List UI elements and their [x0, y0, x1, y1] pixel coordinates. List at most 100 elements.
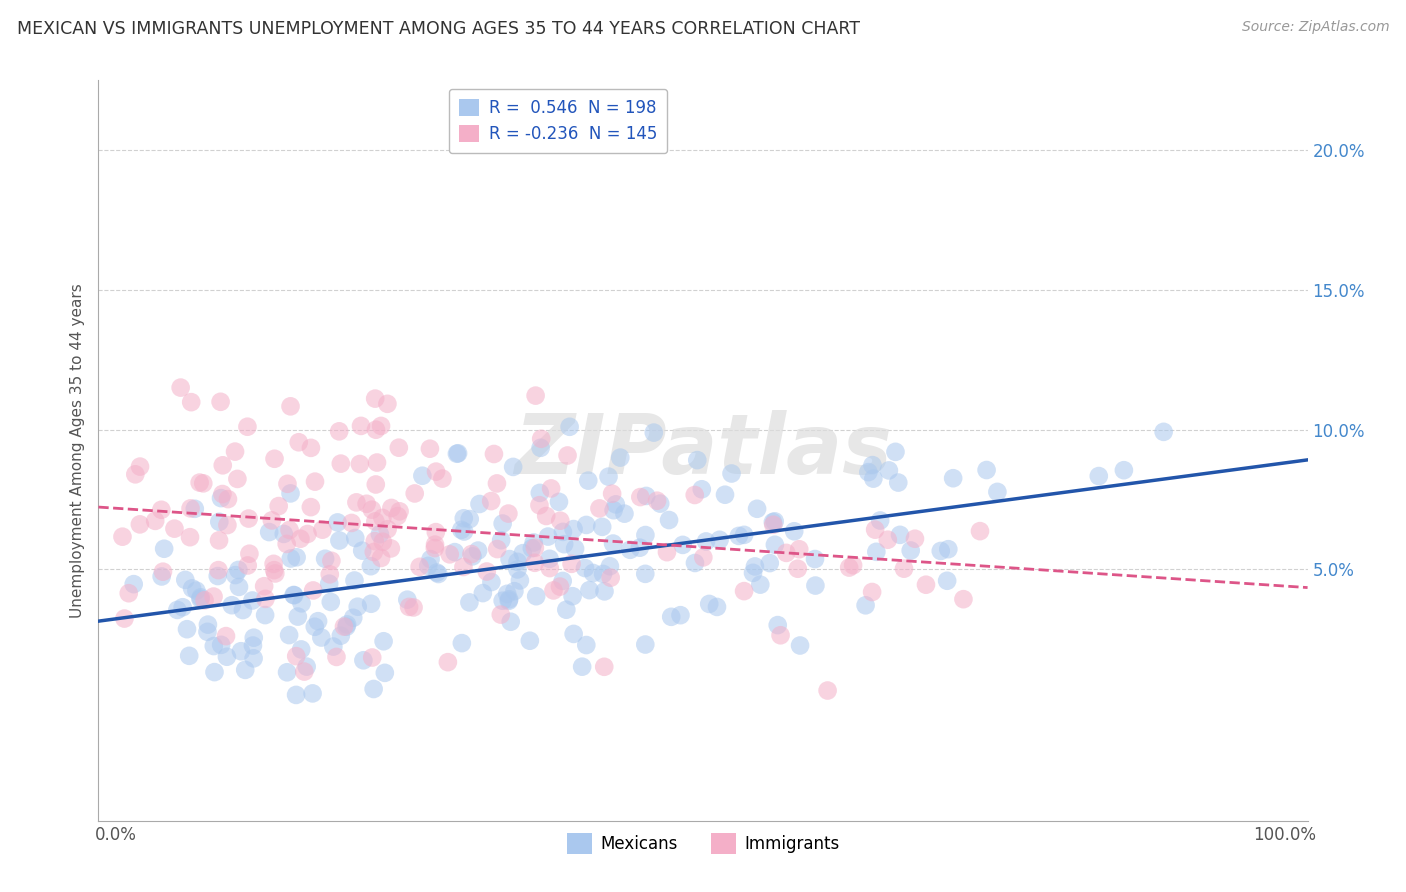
Point [364, 477, 387, 491]
Point [209, 491, 232, 505]
Point [280, 400, 302, 414]
Point [893, 562, 915, 576]
Point [453, 560, 475, 574]
Point [329, 629, 352, 643]
Point [360, 502, 382, 516]
Point [519, 633, 541, 648]
Point [628, 490, 651, 504]
Point [276, 665, 298, 680]
Point [236, 558, 259, 573]
Point [368, 527, 391, 541]
Point [190, 591, 212, 606]
Point [862, 458, 884, 472]
Point [329, 457, 352, 471]
Point [860, 585, 883, 599]
Point [592, 566, 614, 581]
Point [371, 534, 394, 549]
Point [551, 524, 574, 539]
Point [714, 488, 737, 502]
Point [346, 599, 368, 614]
Text: Source: ZipAtlas.com: Source: ZipAtlas.com [1241, 20, 1389, 34]
Point [655, 545, 678, 559]
Point [576, 474, 599, 488]
Point [720, 467, 742, 481]
Point [402, 600, 425, 615]
Point [423, 541, 446, 555]
Point [458, 512, 481, 526]
Point [591, 520, 613, 534]
Point [242, 631, 264, 645]
Point [179, 648, 201, 663]
Point [297, 527, 319, 541]
Point [557, 449, 579, 463]
Point [209, 638, 232, 652]
Point [562, 522, 585, 536]
Point [503, 584, 526, 599]
Point [321, 554, 343, 568]
Point [238, 511, 260, 525]
Point [575, 518, 598, 533]
Point [349, 457, 371, 471]
Point [290, 532, 312, 546]
Point [364, 534, 387, 549]
Point [553, 537, 575, 551]
Point [602, 503, 624, 517]
Point [208, 533, 231, 548]
Point [634, 566, 657, 581]
Point [204, 665, 226, 679]
Point [267, 499, 290, 513]
Point [636, 489, 658, 503]
Point [152, 565, 174, 579]
Point [762, 515, 785, 529]
Point [492, 516, 515, 531]
Point [169, 381, 191, 395]
Point [224, 568, 246, 582]
Point [236, 419, 259, 434]
Point [555, 603, 578, 617]
Point [287, 435, 309, 450]
Point [373, 634, 395, 648]
Point [969, 524, 991, 538]
Point [419, 442, 441, 456]
Point [388, 504, 411, 518]
Point [211, 458, 233, 473]
Point [904, 532, 927, 546]
Point [561, 589, 583, 603]
Point [593, 660, 616, 674]
Point [787, 542, 810, 557]
Point [877, 463, 900, 477]
Point [371, 511, 394, 525]
Point [202, 639, 225, 653]
Point [481, 575, 503, 590]
Point [190, 591, 212, 605]
Point [263, 451, 285, 466]
Point [307, 614, 329, 628]
Point [936, 542, 959, 557]
Point [333, 619, 356, 633]
Point [461, 549, 484, 564]
Point [242, 639, 264, 653]
Point [489, 533, 512, 548]
Point [506, 562, 529, 576]
Point [672, 538, 695, 552]
Point [207, 569, 229, 583]
Point [128, 517, 150, 532]
Point [257, 524, 280, 539]
Point [299, 500, 322, 515]
Point [643, 425, 665, 440]
Point [858, 465, 880, 479]
Point [900, 543, 922, 558]
Point [471, 586, 494, 600]
Point [695, 534, 717, 549]
Point [936, 574, 959, 588]
Point [543, 583, 565, 598]
Point [299, 441, 322, 455]
Point [986, 484, 1008, 499]
Point [564, 541, 586, 556]
Point [817, 683, 839, 698]
Point [229, 644, 252, 658]
Point [763, 514, 786, 528]
Point [292, 665, 315, 679]
Point [290, 596, 312, 610]
Point [356, 497, 378, 511]
